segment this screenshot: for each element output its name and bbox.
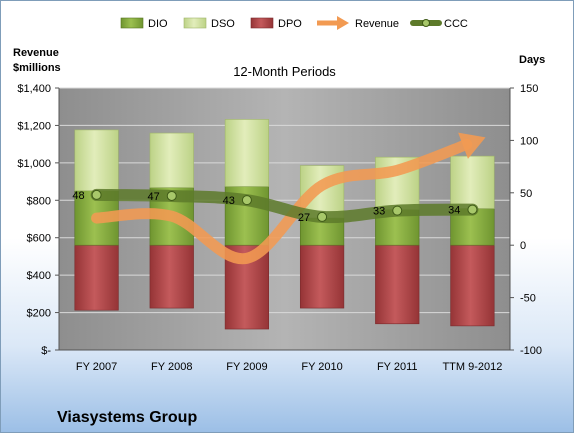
chart-title: 12-Month Periods (233, 64, 336, 79)
ccc-data-label: 47 (148, 191, 160, 203)
bar-dpo (450, 244, 495, 327)
left-tick-label: $800 (27, 195, 51, 207)
right-tick-label: 100 (520, 135, 538, 147)
ccc-point (317, 211, 328, 222)
category-label: FY 2007 (76, 361, 117, 373)
revenue-line (91, 138, 473, 265)
right-axis-title: Days (519, 54, 545, 66)
left-tick-label: $- (41, 345, 51, 357)
ccc-point (166, 190, 177, 201)
left-tick-label: $200 (27, 308, 51, 320)
legend-marker-ccc (422, 19, 430, 27)
ccc-data-label: 43 (223, 195, 235, 207)
bar-dpo (149, 244, 194, 309)
right-tick-label: 0 (520, 240, 526, 252)
bar-dso (149, 132, 194, 188)
ccc-point (467, 204, 478, 215)
left-tick-label: $400 (27, 270, 51, 282)
legend-arrow-revenue (337, 16, 349, 30)
category-label: FY 2010 (301, 361, 342, 373)
ccc-point (241, 195, 252, 206)
ccc-data-label: 33 (373, 206, 385, 218)
left-tick-label: $1,200 (17, 120, 51, 132)
ccc-data-label: 34 (448, 205, 460, 217)
right-tick-label: -100 (520, 345, 542, 357)
bar-dso (74, 129, 119, 192)
ccc-point (91, 189, 102, 200)
bar-dpo (74, 244, 119, 311)
legend-label-dpo: DPO (278, 18, 302, 30)
bar-dpo (375, 244, 420, 325)
bar-dso (224, 119, 270, 187)
left-axis-title-line2: $millions (13, 62, 61, 74)
category-label: FY 2011 (377, 361, 418, 373)
right-tick-label: 150 (520, 83, 538, 95)
legend-label-dso: DSO (211, 18, 235, 30)
legend-label-dio: DIO (148, 18, 168, 30)
legend-swatch-dpo (250, 17, 274, 29)
ccc-data-label: 27 (298, 212, 310, 224)
company-name: Viasystems Group (57, 409, 197, 426)
bar-dso (450, 155, 495, 209)
right-tick-label: -50 (520, 293, 536, 305)
left-axis-title-line1: Revenue (13, 47, 59, 59)
bar-dpo (299, 244, 345, 309)
legend-swatch-dso (183, 17, 207, 29)
ccc-point (392, 205, 403, 216)
left-tick-label: $1,000 (17, 158, 51, 170)
category-label: FY 2008 (151, 361, 192, 373)
left-tick-label: $1,400 (17, 83, 51, 95)
legend-label-ccc: CCC (444, 18, 468, 30)
revenue-arrowhead (458, 132, 486, 159)
legend-label-revenue: Revenue (355, 18, 399, 30)
category-label: TTM 9-2012 (442, 361, 502, 373)
legend-swatch-dio (120, 17, 144, 29)
right-tick-label: 50 (520, 188, 532, 200)
ccc-data-label: 48 (72, 190, 84, 202)
ccc-line (90, 188, 479, 224)
category-label: FY 2009 (226, 361, 267, 373)
left-tick-label: $600 (27, 233, 51, 245)
